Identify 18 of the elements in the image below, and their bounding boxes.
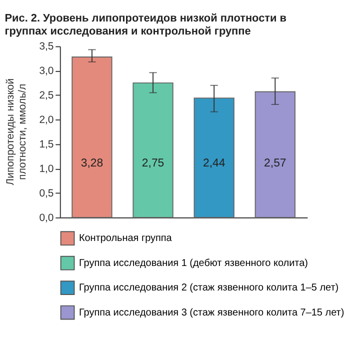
data-label: 2,75	[142, 157, 164, 170]
y-axis-title: Липопротеиды низкой плотности, ммоль/л	[5, 78, 29, 186]
data-label: 2,44	[202, 157, 226, 170]
legend-label: Группа исследования 1 (дебют язвенного колита)	[78, 258, 308, 269]
y-tick-label: 0,5	[39, 188, 54, 200]
data-label: 2,57	[264, 157, 286, 170]
y-tick-label: 0,0	[39, 212, 54, 224]
chart-title: Рис. 2. Уровень липопротеидов низкой плотности в группах исследования и контрольной группе	[4, 12, 287, 38]
y-tick-label: 1,5	[39, 139, 54, 150]
y-tick-label: 3,5	[39, 42, 54, 53]
y-tick-label: 2,5	[39, 90, 54, 102]
data-label: 3,28	[80, 157, 104, 170]
legend-label: Контрольная группа	[78, 233, 172, 244]
legend-label: Группа исследования 3 (стаж язвенного колита 7–15 лет)	[78, 307, 344, 318]
y-tick-label: 2,0	[39, 114, 54, 126]
y-tick-label: 1,0	[39, 164, 54, 175]
legend-label: Группа исследования 2 (стаж язвенного колита 1–5 лет)	[78, 282, 339, 294]
y-tick-label: 3,0	[39, 66, 54, 78]
